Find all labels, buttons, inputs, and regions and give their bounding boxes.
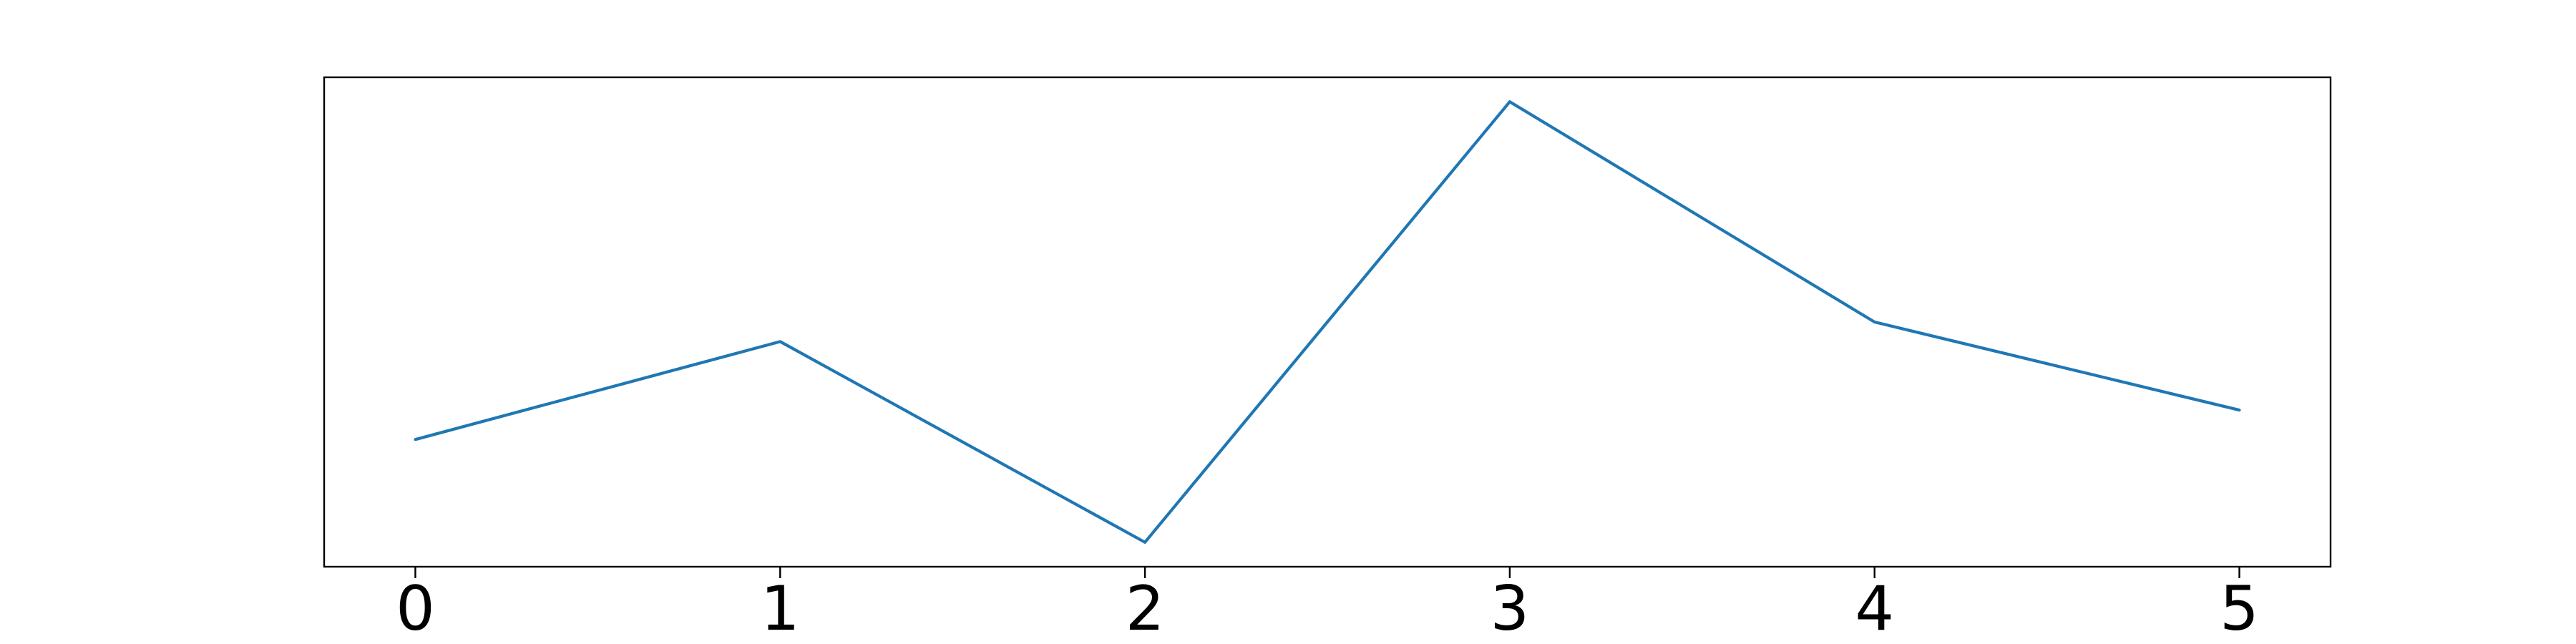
x-tick-label: 2	[1126, 573, 1165, 644]
x-tick-label: 0	[396, 573, 435, 644]
x-axis-ticks: 0 1 2 3 4 5	[396, 567, 2259, 644]
axes-frame	[323, 76, 2332, 568]
x-tick-label: 5	[2220, 573, 2259, 644]
data-point	[1873, 321, 1876, 323]
data-point	[414, 438, 417, 441]
data-point	[2238, 409, 2241, 412]
data-point	[1143, 540, 1147, 544]
x-tick-label: 1	[761, 573, 800, 644]
data-point	[779, 340, 782, 343]
x-tick-label: 4	[1855, 573, 1894, 644]
plot-marks	[414, 100, 2241, 544]
x-tick-label: 3	[1491, 573, 1530, 644]
data-point	[1508, 100, 1511, 104]
series-line-0	[414, 100, 2240, 544]
